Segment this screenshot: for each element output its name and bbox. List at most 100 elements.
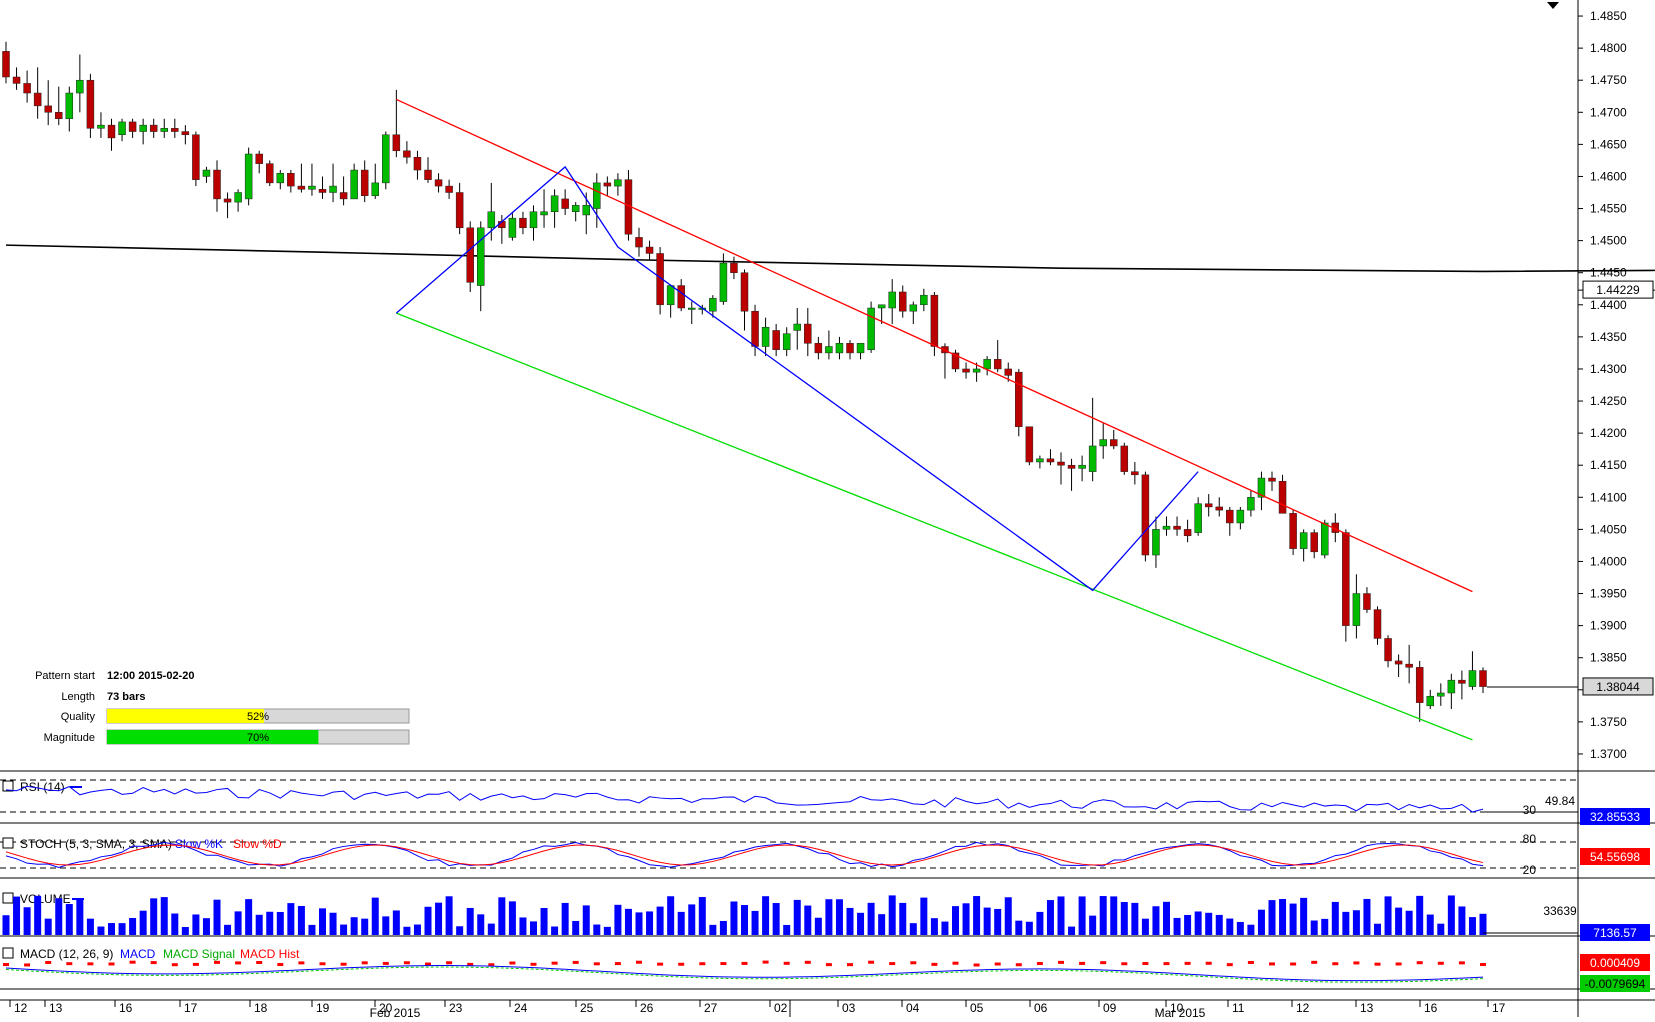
candle-up [688,307,696,310]
stoch-close-icon[interactable] [2,837,14,849]
candle-up [308,185,316,190]
volume-bar [466,907,474,935]
stoch-k-line [5,841,1484,869]
candle-up [1152,529,1160,556]
candle-down [171,128,179,132]
candle-down [1458,679,1466,684]
volume-bar [762,896,770,935]
day-tick-label: 13 [1360,1001,1374,1015]
candle-down [434,179,443,187]
candle-down [2,51,10,78]
volume-bar [276,911,284,935]
macd-hist-bar [551,961,558,965]
day-tick-label: 19 [316,1001,330,1015]
volume-bar [118,923,126,935]
pattern-lines-layer [395,98,1473,741]
day-tick-label: 18 [254,1001,268,1015]
volume-bar [361,918,369,935]
volume-bar [667,896,675,935]
price-tick-label: 1.4450 [1590,266,1627,280]
macd-hist-bar [614,962,621,966]
candle-down [993,359,1002,370]
candle-up [1437,692,1445,697]
quality-bar-text: 52% [247,711,269,723]
candle-down [814,343,823,354]
volume-bar [1004,897,1012,935]
candle-down [1479,670,1487,687]
candle-up [877,304,886,309]
volume-close-icon[interactable] [2,892,14,904]
volume-bar [1057,896,1065,935]
day-tick-label: 10 [1170,1001,1184,1015]
volume-bar [624,908,632,935]
candle-down [1415,667,1424,703]
macd-hist-bar [1269,962,1275,966]
candle-down [318,189,327,193]
day-tick-label: 05 [970,1001,984,1015]
candle-up [867,307,875,350]
candle-down [899,291,907,312]
day-tick-label: 17 [184,1001,198,1015]
day-tick-label: 16 [119,1001,133,1015]
day-tick-label: 12 [14,1001,28,1015]
macd-hist-bar [403,961,410,965]
pattern-start-label: Pattern start [35,670,95,682]
rsi-current-value: 32.85533 [1590,810,1640,824]
rsi-top-value: 49.84 [1545,794,1575,808]
scroll-marker-icon[interactable] [1547,2,1559,9]
candle-down [445,185,453,193]
volume-bar [445,896,453,935]
candle-up [1468,670,1477,687]
rsi-close-icon[interactable] [2,780,14,792]
ma-value-badge [1582,280,1654,299]
macd-hist-bar [1226,963,1233,967]
candle-up [276,173,285,184]
volume-bar [76,899,84,935]
volume-bar [55,898,63,935]
macd-close-icon[interactable] [2,947,14,959]
volume-bar [1257,909,1265,935]
volume-bar [698,897,706,935]
macd-hist-bar [1205,961,1212,965]
macd-hist-bar [1121,962,1128,966]
macd-hist-bar [847,963,853,967]
volume-bar [329,912,337,935]
volume-bar [1152,906,1160,935]
candle-up [1426,695,1434,707]
candle-down [128,121,137,132]
macd-signal-line [5,966,1484,983]
volume-bar [1416,895,1424,935]
candle-up [1088,445,1097,472]
macd-hist-bar [192,962,199,966]
macd-hist-bar [108,962,115,966]
volume-bar [382,916,390,935]
volume-bar [519,917,527,935]
price-tick-label: 1.4650 [1590,137,1627,151]
candle-up [1299,532,1308,549]
volume-bar [1141,918,1149,935]
volume-bar [266,911,274,935]
candle-up [371,182,379,196]
candle-up [529,211,538,229]
volume-panel: VOLUME 33639 7136.57 [2,892,1650,941]
candle-down [740,272,749,312]
volume-bar [1078,896,1086,935]
candle-down [44,105,52,113]
volume-bar [835,899,843,935]
macd-hist-bar [1416,961,1423,965]
candle-down [424,169,432,180]
volume-bar [1068,926,1076,935]
macd-hist-bar [509,961,516,965]
candle-down [339,192,348,200]
candle-up [825,346,833,354]
volume-bar [593,924,601,935]
macd-hist-bar [235,961,242,965]
macd-hist-bar [530,962,537,966]
candle-down [804,323,812,344]
candle-down [645,246,654,254]
candle-up [1352,593,1361,626]
day-tick-label: 26 [640,1001,654,1015]
price-tick-label: 1.4250 [1590,394,1627,408]
volume-bar [181,926,189,935]
